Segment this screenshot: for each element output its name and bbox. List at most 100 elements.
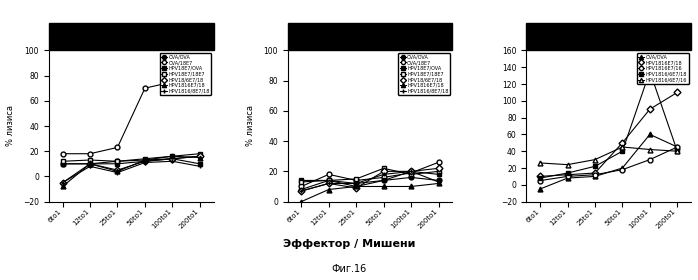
HPV18E7/OVA <box>141 160 149 163</box>
Line: HPV1816E7/18: HPV1816E7/18 <box>537 90 680 179</box>
OVA/OVA <box>141 158 149 162</box>
HPV1816/8E7/18 <box>352 182 360 185</box>
Text: Эффектор / Мишени: Эффектор / Мишени <box>283 239 415 249</box>
HPV18/6E7/18 <box>434 167 443 170</box>
HPV18/6E7/18 <box>297 189 306 193</box>
Line: OVA/18E7: OVA/18E7 <box>60 60 202 156</box>
Line: HPV1816/8E7/18: HPV1816/8E7/18 <box>60 159 202 185</box>
OVA/18E7 <box>325 173 333 176</box>
OVA/OVA <box>325 179 333 182</box>
HPV18/6E7/18 <box>59 181 67 185</box>
OVA/18E7 <box>352 179 360 182</box>
HPV1816/8E7/18 <box>168 160 177 163</box>
HPV1816/8E7/18 <box>195 165 204 168</box>
HPV18/6E7/18 <box>86 162 94 165</box>
OVA/OVA <box>59 162 67 165</box>
HPV18/6E7/18 <box>113 169 121 172</box>
HPV1816E7/18 <box>618 141 627 144</box>
HPV18E7/OVA <box>297 179 306 182</box>
HPV18E7/OVA <box>352 185 360 188</box>
HPV1816E7/16 <box>591 173 599 176</box>
OVA/18E7 <box>380 176 388 179</box>
HPV18E7/OVA <box>325 179 333 182</box>
FancyBboxPatch shape <box>288 23 452 50</box>
HPV1816/8E7/18 <box>434 180 443 184</box>
OVA/OVA <box>673 145 681 149</box>
HPV18/6E7/18 <box>195 155 204 158</box>
Line: OVA/18E7: OVA/18E7 <box>299 160 441 189</box>
HPV18E7/OVA <box>86 162 94 165</box>
HPV1816E7/18 <box>86 162 94 165</box>
HPV1816E7/16 <box>536 179 544 182</box>
HPV1816/6E7/16 <box>618 145 627 149</box>
Legend: OVA/OVA, OVA/18E7, HPV18E7/OVA, HPV18E7/18E7, HPV18/6E7/18, HPV1816E7/18, HPV181: OVA/OVA, OVA/18E7, HPV18E7/OVA, HPV18E7/… <box>399 53 450 95</box>
HPV18E7/18E7 <box>86 158 94 162</box>
Line: HPV1816/6E7/16: HPV1816/6E7/16 <box>537 144 680 167</box>
Legend: OVA/OVA, HPV1816E7/18, HPV1816E7/16, HPV1816/6E7/18, HPV1816/6E7/16: OVA/OVA, HPV1816E7/18, HPV1816E7/16, HPV… <box>637 53 689 84</box>
HPV1816E7/18 <box>673 91 681 94</box>
HPV18E7/18E7 <box>113 160 121 163</box>
HPV1816/8E7/18 <box>297 189 306 193</box>
OVA/OVA <box>536 187 544 191</box>
OVA/OVA <box>380 179 388 182</box>
Line: OVA/OVA: OVA/OVA <box>537 132 680 192</box>
Text: Фиг.16: Фиг.16 <box>332 264 366 274</box>
HPV1816E7/18 <box>591 171 599 175</box>
HPV1816E7/18 <box>113 170 121 173</box>
HPV1816/6E7/16 <box>591 158 599 161</box>
HPV18E7/OVA <box>168 157 177 160</box>
HPV1816E7/18 <box>59 185 67 188</box>
HPV1816E7/18 <box>407 185 415 188</box>
HPV18E7/OVA <box>434 173 443 176</box>
Line: HPV18E7/OVA: HPV18E7/OVA <box>60 156 202 166</box>
HPV1816E7/18 <box>352 185 360 188</box>
Line: HPV1816E7/16: HPV1816E7/16 <box>537 144 680 183</box>
HPV18E7/OVA <box>113 162 121 165</box>
FancyBboxPatch shape <box>49 23 214 50</box>
HPV1816/6E7/18 <box>618 150 627 153</box>
OVA/OVA <box>297 188 306 191</box>
Line: HPV18E7/18E7: HPV18E7/18E7 <box>299 166 441 184</box>
Line: HPV18E7/OVA: HPV18E7/OVA <box>299 169 441 189</box>
OVA/OVA <box>195 155 204 158</box>
HPV1816E7/18 <box>168 155 177 158</box>
OVA/OVA <box>407 176 415 179</box>
Line: HPV18/6E7/18: HPV18/6E7/18 <box>299 166 441 193</box>
OVA/18E7 <box>113 146 121 149</box>
OVA/OVA <box>618 166 627 170</box>
HPV1816/6E7/16 <box>673 150 681 153</box>
HPV1816E7/16 <box>563 175 572 178</box>
HPV1816/8E7/18 <box>407 170 415 173</box>
OVA/OVA <box>113 160 121 163</box>
OVA/OVA <box>646 133 654 136</box>
Line: OVA/OVA: OVA/OVA <box>299 175 441 192</box>
HPV18/6E7/18 <box>352 186 360 190</box>
OVA/OVA <box>352 182 360 185</box>
Legend: OVA/OVA, OVA/18E7, HPV18E7/OVA, HPV18E7/18E7, HPV18/6E7/18, HPV1816E7/18, HPV181: OVA/OVA, OVA/18E7, HPV18E7/OVA, HPV18E7/… <box>160 53 211 95</box>
FancyBboxPatch shape <box>526 23 691 50</box>
HPV18/6E7/18 <box>380 170 388 173</box>
HPV18E7/18E7 <box>195 152 204 155</box>
Line: HPV18E7/18E7: HPV18E7/18E7 <box>60 151 202 164</box>
HPV18E7/OVA <box>380 179 388 182</box>
HPV18E7/18E7 <box>168 155 177 158</box>
Line: HPV1816E7/18: HPV1816E7/18 <box>60 154 202 189</box>
HPV1816/6E7/18 <box>591 165 599 168</box>
Line: HPV1816E7/18: HPV1816E7/18 <box>299 181 441 204</box>
HPV18E7/18E7 <box>297 180 306 184</box>
HPV18E7/18E7 <box>407 173 415 176</box>
HPV1816E7/18 <box>297 200 306 203</box>
HPV1816/8E7/18 <box>380 173 388 176</box>
HPV1816E7/18 <box>195 156 204 159</box>
HPV18E7/18E7 <box>434 170 443 173</box>
HPV1816/8E7/18 <box>113 171 121 174</box>
OVA/18E7 <box>59 152 67 155</box>
OVA/18E7 <box>434 161 443 164</box>
HPV1816E7/18 <box>536 175 544 178</box>
Line: HPV18/6E7/18: HPV18/6E7/18 <box>60 154 202 185</box>
HPV18E7/18E7 <box>59 160 67 163</box>
HPV18E7/18E7 <box>325 179 333 182</box>
HPV1816/6E7/18 <box>646 70 654 73</box>
OVA/18E7 <box>141 87 149 90</box>
HPV1816/8E7/18 <box>86 165 94 168</box>
